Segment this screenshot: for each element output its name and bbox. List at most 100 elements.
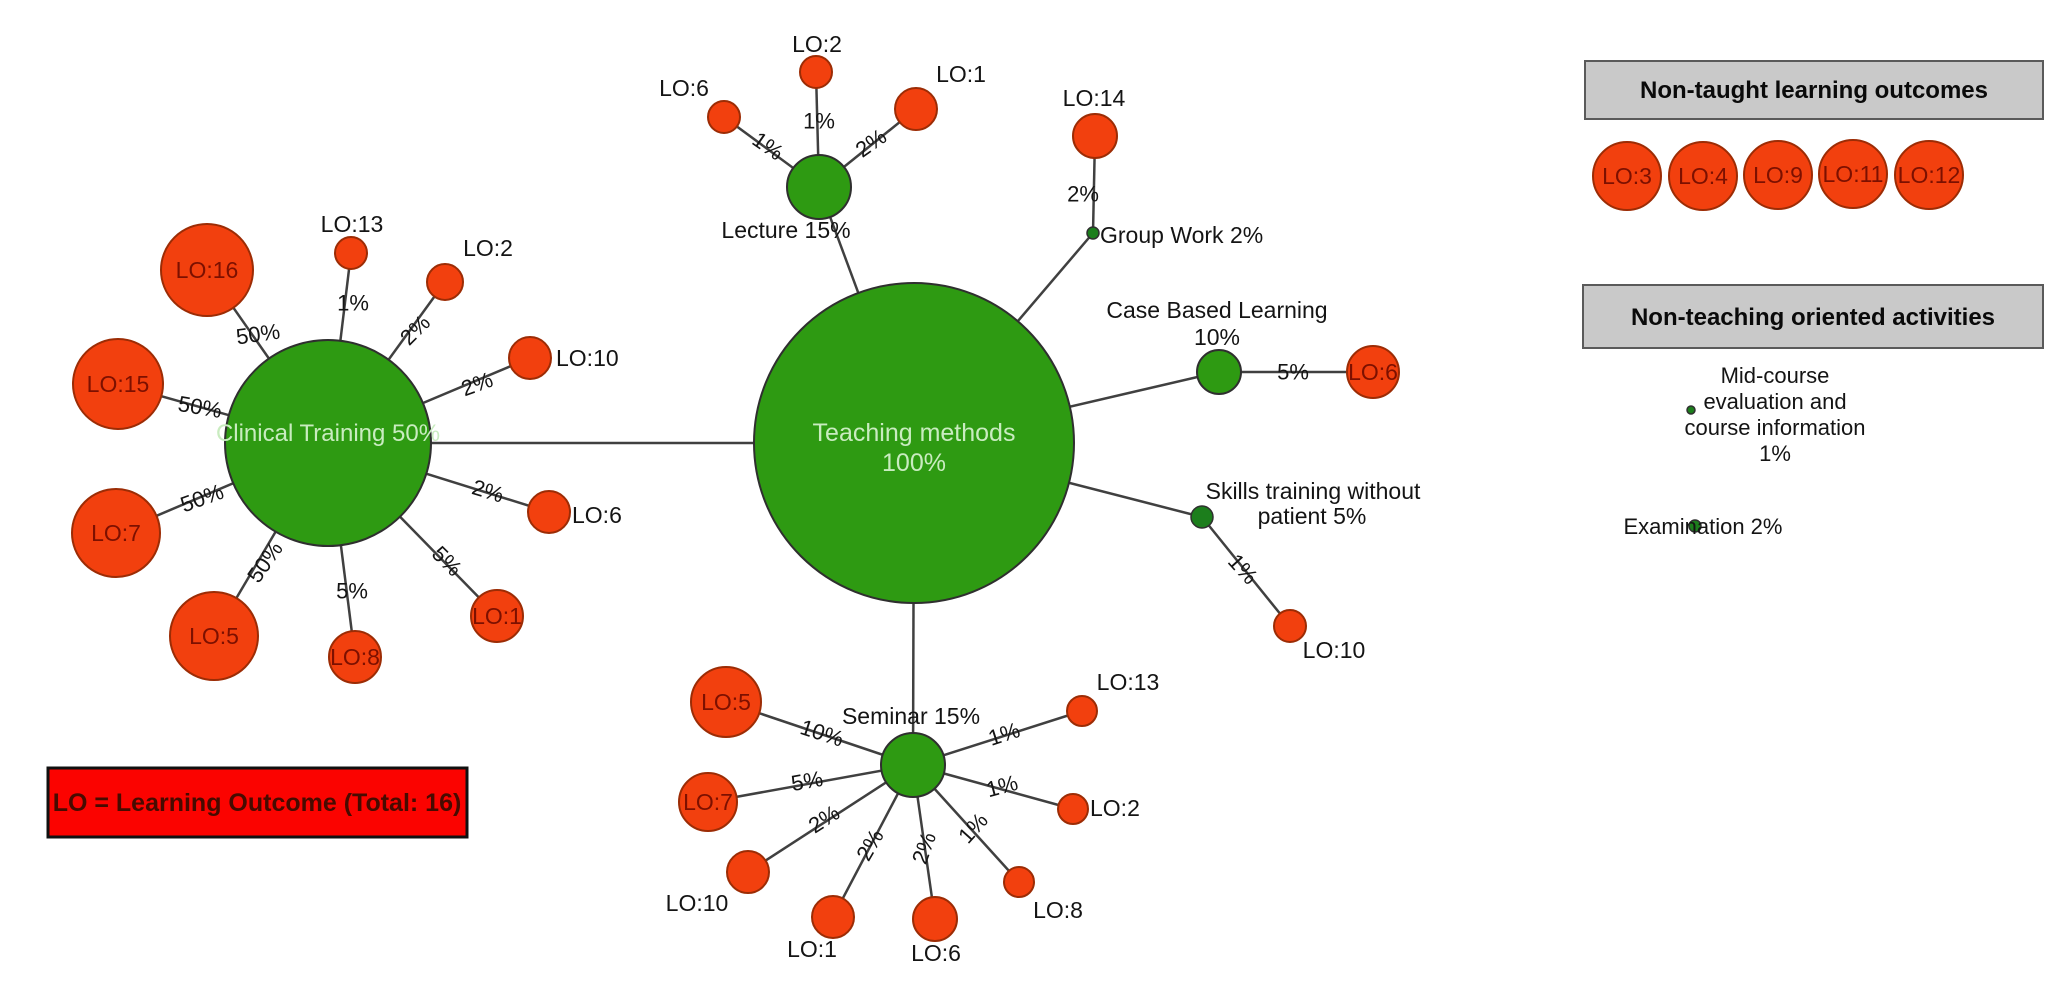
edge-label-casebased-lo6: 5%: [1277, 360, 1309, 385]
node-lo14-label: LO:14: [1063, 85, 1126, 111]
node-seminar-lo1-label: LO:1: [787, 936, 837, 962]
edge-label-clinical-lo10: 2%: [458, 367, 496, 401]
clinical-training-circle: [224, 339, 432, 547]
node-lecture-lo6: [707, 100, 741, 134]
seminar-label: Seminar 15%: [842, 703, 980, 729]
node-casebased-lo6: [1346, 345, 1400, 399]
mid-course-dot: [1686, 405, 1696, 415]
node-lo6: [527, 490, 571, 534]
edge-label-clinical-lo5: 50%: [242, 537, 288, 587]
node-lo5-label: LO:5: [189, 623, 239, 649]
legend-label: LO = Learning Outcome (Total: 16): [53, 789, 462, 817]
node-lo2-label: LO:2: [463, 235, 513, 261]
node-lecture-lo1-label: LO:1: [936, 61, 986, 87]
edge-label-clinical-lo6: 2%: [469, 474, 507, 507]
node-lo16-label: LO:16: [176, 257, 239, 283]
node-seminar-lo6-label: LO:6: [911, 940, 961, 966]
case-based-circle: [1196, 349, 1242, 395]
edge-label-seminar-lo1: 2%: [851, 825, 889, 865]
group-work-label: Group Work 2%: [1100, 222, 1263, 248]
edge-label-clinical-lo7: 50%: [177, 479, 227, 518]
cluster-case-based-learning: Case Based Learning 10% LO:6 5%: [1106, 297, 1400, 399]
examination-label: Examination 2%: [1624, 514, 1783, 539]
cluster-clinical-training: Clinical Training 50% LO:16 50% LO:13 1%…: [71, 211, 622, 684]
node-lo12: [1894, 140, 1964, 210]
edge-label-clinical-lo8: 5%: [336, 579, 368, 604]
cluster-seminar: Seminar 15% LO:5 10% LO:7 5% LO:10 2% LO…: [666, 666, 1160, 966]
edge-label-clinical-lo13: 1%: [337, 291, 369, 316]
node-lo1-label: LO:1: [472, 603, 522, 629]
legend-box: [46, 766, 469, 839]
skills-training-dot: [1190, 505, 1214, 529]
node-seminar-lo1: [811, 895, 855, 939]
node-lo15: [72, 338, 164, 430]
node-lo2: [426, 263, 464, 301]
node-lo14: [1072, 113, 1118, 159]
legend: LO = Learning Outcome (Total: 16): [46, 766, 469, 839]
node-seminar-lo6: [912, 896, 958, 942]
node-lo3: [1592, 141, 1662, 211]
node-lo8: [328, 630, 382, 684]
mid-course-label-line2: evaluation and: [1703, 389, 1846, 414]
node-lo5: [169, 591, 259, 681]
edge-label-seminar-lo8: 1%: [953, 808, 993, 848]
node-lecture-lo2: [799, 55, 833, 89]
node-lo4: [1668, 141, 1738, 211]
mid-course-label-line1: Mid-course: [1721, 363, 1830, 388]
node-seminar-lo7: [678, 772, 738, 832]
node-lo6-label: LO:6: [572, 502, 622, 528]
mid-course-label-line3: course information: [1685, 415, 1866, 440]
non-teaching-header-title: Non-teaching oriented activities: [1631, 304, 1995, 331]
node-seminar-lo10: [726, 850, 770, 894]
edge-label-seminar-lo2: 1%: [983, 770, 1020, 802]
mid-course-label-line4: 1%: [1759, 441, 1791, 466]
node-seminar-lo8: [1003, 866, 1035, 898]
node-lo13-label: LO:13: [321, 211, 384, 237]
node-skills-lo10: [1273, 609, 1307, 643]
edge-seminar-lo7: [707, 763, 914, 804]
edge-skills-lo10: [1201, 516, 1291, 627]
clinical-training-label: Clinical Training 50%: [216, 420, 440, 447]
node-skills-lo10-label: LO:10: [1303, 637, 1366, 663]
edge-label-clinical-lo16: 50%: [234, 319, 281, 350]
cluster-lecture: Lecture 15% LO:6 1% LO:2 1% LO:1 2%: [659, 31, 986, 243]
node-lo11-label: LO:11: [1823, 161, 1884, 187]
node-teaching-methods: Teaching methods 100%: [753, 282, 1075, 604]
node-lecture-lo2-label: LO:2: [792, 31, 842, 57]
node-lo11: [1818, 139, 1888, 209]
node-lo8-label: LO:8: [330, 644, 380, 670]
edge-label-groupwork-lo14: 2%: [1067, 182, 1099, 207]
lecture-label: Lecture 15%: [721, 217, 850, 243]
node-lo10: [508, 336, 552, 380]
non-teaching-header-box: [1582, 284, 2044, 349]
edge-label-lecture-lo2: 1%: [803, 109, 835, 134]
node-seminar-lo7-label: LO:7: [683, 789, 733, 815]
node-lo1: [470, 589, 524, 643]
edge-label-clinical-lo15: 50%: [176, 391, 224, 423]
case-based-label: Case Based Learning: [1106, 297, 1327, 323]
skills-training-percent: patient 5%: [1258, 503, 1367, 529]
node-seminar-lo8-label: LO:8: [1033, 897, 1083, 923]
node-lecture-lo6-label: LO:6: [659, 75, 709, 101]
edge-label-seminar-lo13: 1%: [985, 717, 1023, 751]
lecture-circle: [786, 154, 852, 220]
edge-label-seminar-lo6: 2%: [907, 829, 941, 867]
cluster-skills-training: Skills training without patient 5% LO:10…: [1190, 478, 1421, 663]
node-lo4-label: LO:4: [1678, 163, 1728, 189]
edge-label-clinical-lo1: 5%: [427, 541, 467, 581]
node-lo9: [1743, 140, 1813, 210]
edge-label-seminar-lo7: 5%: [789, 766, 825, 796]
node-lo13: [334, 236, 368, 270]
node-seminar-lo5: [690, 666, 762, 738]
node-lecture-lo1: [894, 87, 938, 131]
node-lo16: [160, 223, 254, 317]
node-seminar-lo5-label: LO:5: [701, 689, 751, 715]
node-seminar-lo13-label: LO:13: [1097, 669, 1160, 695]
panel-non-taught: Non-taught learning outcomes LO:3 LO:4 L…: [1584, 60, 2044, 211]
teaching-methods-circle: [753, 282, 1075, 604]
node-lo15-label: LO:15: [87, 371, 150, 397]
case-based-percent: 10%: [1194, 324, 1240, 350]
node-seminar-lo13: [1066, 695, 1098, 727]
seminar-circle: [880, 732, 946, 798]
